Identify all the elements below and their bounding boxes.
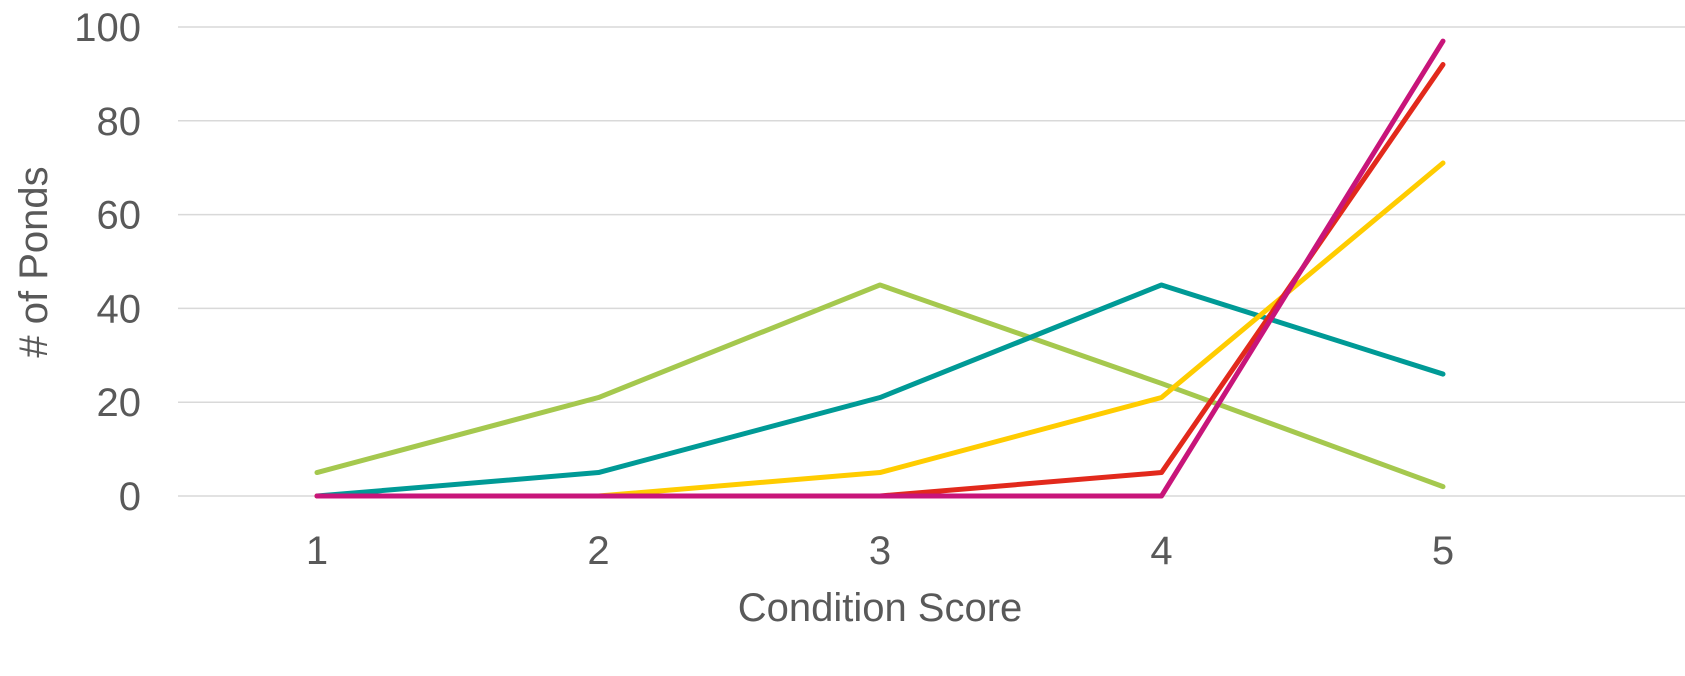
series-line-5 (314, 38, 1446, 499)
x-tick-label: 1 (306, 529, 328, 573)
y-tick-label: 0 (119, 475, 141, 519)
series-line-4 (314, 62, 1446, 499)
gridlines (178, 26, 1685, 497)
series-line-2 (314, 282, 1446, 499)
y-axis-title: # of Ponds (12, 166, 56, 357)
x-tick-label: 4 (1150, 529, 1172, 573)
x-axis-title: Condition Score (738, 586, 1023, 630)
series-line-1 (314, 282, 1446, 490)
x-tick-label: 5 (1432, 529, 1454, 573)
series-line-3 (314, 160, 1446, 499)
x-tick-label: 2 (587, 529, 609, 573)
y-tick-label: 40 (97, 287, 142, 331)
y-tick-label: 60 (97, 194, 142, 238)
y-tick-label: 100 (74, 6, 141, 50)
x-tick-label: 3 (869, 529, 891, 573)
y-tick-label: 20 (97, 381, 142, 425)
y-axis-ticks: 0 20 40 60 80 100 (74, 6, 141, 519)
series-lines (314, 38, 1446, 499)
y-tick-label: 80 (97, 100, 142, 144)
x-axis-ticks: 1 2 3 4 5 (306, 529, 1454, 573)
